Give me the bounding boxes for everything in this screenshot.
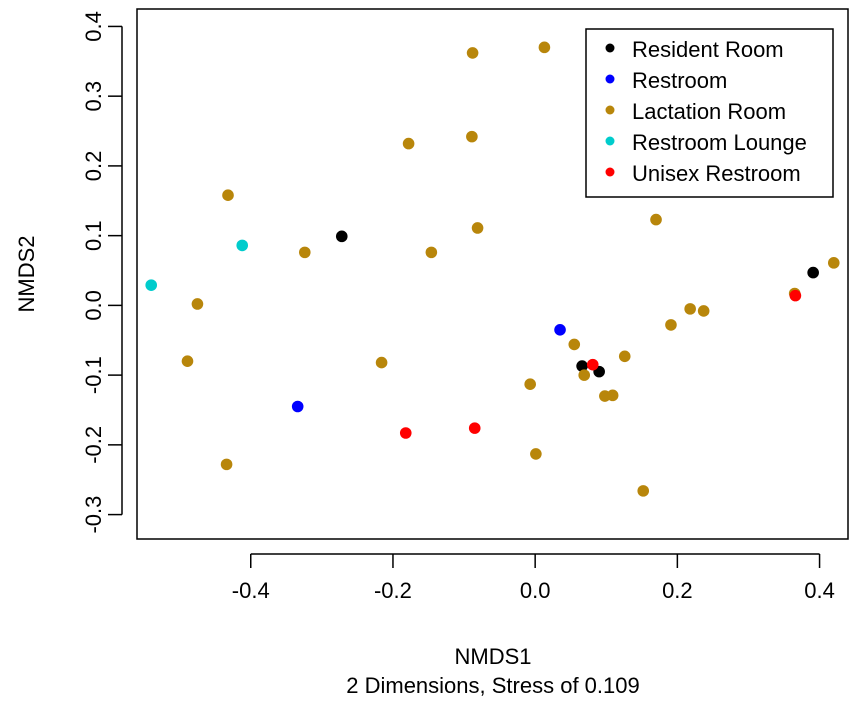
legend-marker: [605, 43, 615, 53]
legend-label: Restroom Lounge: [632, 130, 807, 155]
data-point: [222, 189, 234, 201]
y-tick-label: 0.0: [81, 290, 106, 321]
y-tick-label: -0.1: [81, 356, 106, 394]
data-point: [789, 289, 802, 302]
data-point: [191, 298, 204, 310]
legend-marker: [605, 74, 615, 84]
data-point: [578, 369, 591, 381]
data-point: [530, 448, 542, 460]
data-point: [466, 47, 479, 59]
y-tick-label: 0.2: [81, 151, 106, 182]
y-axis: -0.3 -0.2 -0.1 0.0 0.1 0.2 0.3 0.4: [81, 11, 123, 534]
data-point: [471, 222, 484, 234]
data-point: [524, 378, 536, 390]
data-point: [586, 358, 599, 371]
y-tick-label: 0.4: [81, 11, 106, 42]
data-point: [291, 400, 304, 413]
data-point: [466, 130, 478, 143]
data-point: [827, 257, 840, 269]
legend-label: Lactation Room: [632, 99, 786, 124]
x-tick-label: 0.2: [662, 578, 693, 603]
data-point: [538, 41, 551, 54]
data-point: [468, 422, 481, 434]
x-tick-label: -0.2: [374, 578, 412, 603]
data-point: [807, 266, 819, 279]
data-point: [568, 338, 581, 351]
data-point: [606, 389, 619, 402]
legend-label: Unisex Restroom: [632, 161, 801, 186]
data-point: [181, 355, 194, 367]
legend-label: Resident Room: [632, 37, 784, 62]
data-point: [375, 356, 388, 369]
x-axis-title: NMDS1: [454, 644, 531, 669]
y-tick-label: -0.2: [81, 426, 106, 464]
data-point: [236, 239, 249, 252]
chart-subtitle: 2 Dimensions, Stress of 0.109: [346, 673, 639, 698]
data-point: [554, 323, 566, 336]
data-point: [576, 360, 588, 372]
data-point: [684, 303, 696, 315]
x-tick-label: -0.4: [232, 578, 270, 603]
data-point: [220, 458, 233, 471]
y-tick-label: 0.3: [81, 81, 106, 112]
data-point: [402, 137, 415, 150]
data-point: [335, 230, 348, 243]
legend-marker: [605, 105, 615, 115]
data-point: [298, 246, 311, 259]
x-tick-label: 0.4: [804, 578, 835, 603]
data-point: [425, 246, 438, 259]
data-point: [665, 319, 677, 331]
data-point: [650, 213, 662, 226]
x-axis: -0.4 -0.2 0.0 0.2 0.4: [232, 553, 835, 603]
legend-box: [585, 28, 834, 198]
y-tick-label: -0.3: [81, 496, 106, 534]
data-point: [145, 279, 158, 291]
legend-marker: [605, 167, 615, 177]
data-point: [399, 427, 412, 439]
legend-label: Restroom: [632, 68, 727, 93]
data-point: [697, 305, 710, 317]
data-point: [618, 350, 631, 363]
y-tick-label: 0.1: [81, 220, 106, 251]
data-points: [145, 41, 840, 497]
data-point: [637, 485, 650, 497]
legend: Resident Room Restroom Lactation Room Restr…: [585, 28, 834, 198]
legend-marker: [605, 136, 615, 146]
y-axis-title: NMDS2: [14, 235, 39, 312]
x-tick-label: 0.0: [520, 578, 551, 603]
plot-frame: [136, 8, 849, 540]
